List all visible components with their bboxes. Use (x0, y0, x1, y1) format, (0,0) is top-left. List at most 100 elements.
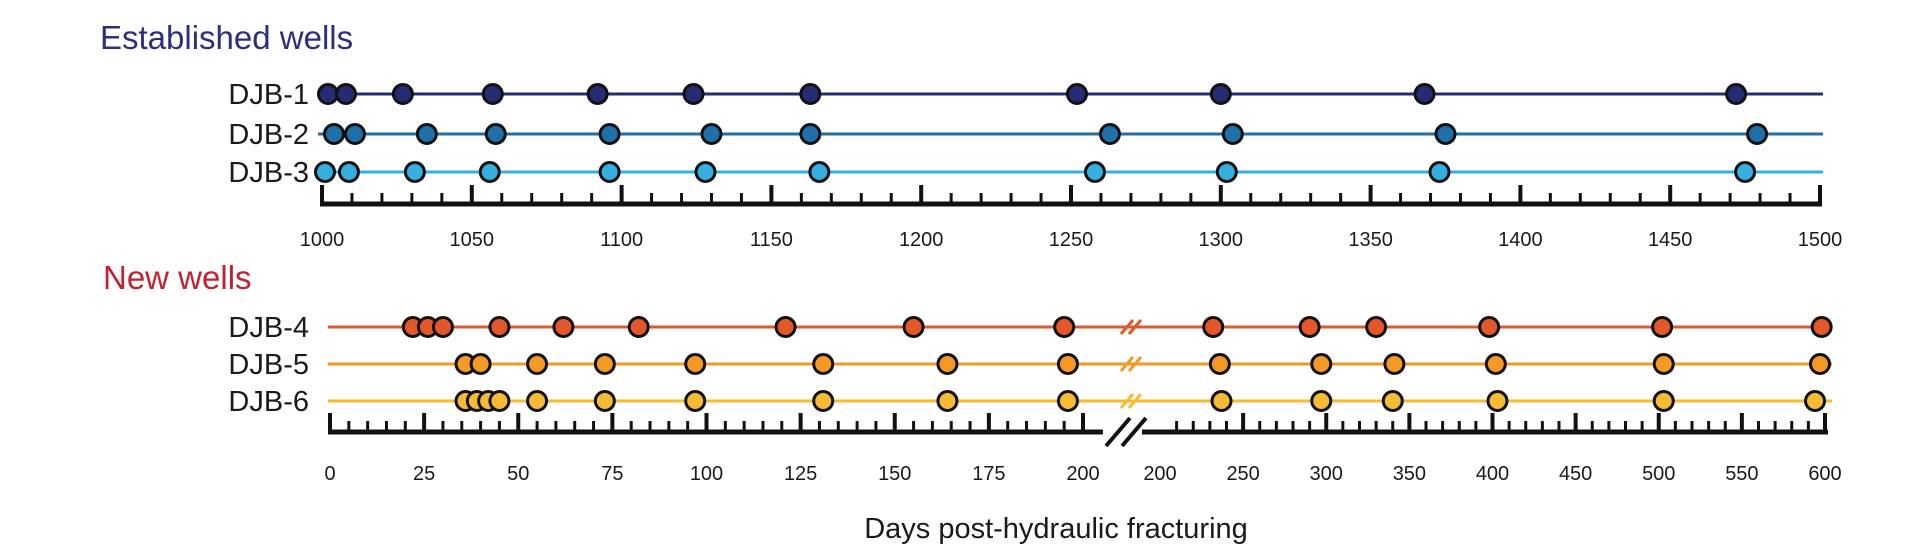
established-tick-label: 1000 (300, 229, 345, 251)
djb-4-sample-point (1478, 316, 1501, 338)
djb-5-sample-point (684, 353, 707, 375)
djb-6-sample-point (936, 390, 959, 412)
djb-6-sample-point (1486, 390, 1509, 412)
established-tick-label: 1450 (1648, 229, 1693, 251)
djb-6-row-label: DJB-6 (228, 386, 309, 418)
new-wells-title: New wells (103, 259, 252, 296)
djb-4-sample-point (1365, 316, 1388, 338)
new-wells-tick-label: 25 (413, 463, 435, 485)
djb-1-sample-point (1065, 83, 1088, 105)
djb-6-sample-point (1804, 390, 1827, 412)
djb-4-sample-point (774, 316, 797, 338)
djb-3-sample-point (337, 161, 360, 183)
established-tick-label: 1150 (750, 229, 793, 251)
djb-2-sample-point (1434, 123, 1457, 145)
djb-1-row-label: DJB-1 (228, 79, 309, 111)
established-tick-label: 1300 (1199, 229, 1244, 251)
djb-6-sample-point (526, 390, 549, 412)
djb-6-sample-point (812, 390, 835, 412)
djb-5-sample-point (812, 353, 835, 375)
established-tick-label: 1100 (600, 229, 643, 251)
djb-5-sample-point (1056, 353, 1079, 375)
new-wells-tick-label: 550 (1725, 463, 1758, 485)
new-wells-tick-label: 450 (1559, 463, 1592, 485)
djb-6-sample-point (1310, 390, 1333, 412)
new-wells-tick-label: 125 (784, 463, 817, 485)
djb-4-break-mark (1119, 319, 1135, 335)
djb-2-sample-point (1221, 123, 1244, 145)
new-wells-tick-label: 250 (1226, 463, 1259, 485)
established-wells-title: Established wells (100, 19, 353, 56)
established-wells-x-axis: 1000 1050 1100 1150 1200 1250 1300 1350 1400 1450… (300, 185, 1843, 251)
djb-4-sample-point (431, 316, 454, 338)
djb-4-break-mark (1127, 319, 1143, 335)
new-wells-rows: DJB-4 DJB-5 DJB-6 (228, 312, 1833, 418)
djb-4-sample-point (488, 316, 511, 338)
established-tick-label: 1200 (899, 229, 944, 251)
djb-5-sample-point (1652, 353, 1675, 375)
djb-5-sample-point (469, 353, 492, 375)
djb-5-row-label: DJB-5 (228, 349, 309, 381)
djb-2-sample-point (799, 123, 822, 145)
djb-3-sample-point (313, 161, 336, 183)
djb-5-sample-point (936, 353, 959, 375)
djb-1-sample-point (481, 83, 504, 105)
djb-4-sample-point (627, 316, 650, 338)
new-wells-tick-label: 50 (507, 463, 529, 485)
djb-3-sample-point (694, 161, 717, 183)
djb-3-sample-point (808, 161, 831, 183)
established-tick-label: 1400 (1498, 229, 1543, 251)
djb-5-break-mark (1119, 356, 1135, 372)
djb-4-row-label: DJB-4 (228, 312, 309, 344)
djb-1-sample-point (334, 83, 357, 105)
djb-4-sample-point (1651, 316, 1674, 338)
new-wells-tick-label: 500 (1642, 463, 1675, 485)
established-wells-rows: DJB-1 DJB-2 DJB-3 (228, 79, 1823, 189)
djb-2-sample-point (1746, 123, 1769, 145)
new-wells-tick-label: 175 (972, 463, 1005, 485)
new-wells-tick-label: 75 (601, 463, 623, 485)
new-wells-tick-label: 200 (1143, 463, 1176, 485)
djb-4-sample-point (1053, 316, 1076, 338)
djb-1-sample-point (316, 83, 339, 105)
djb-2-sample-point (484, 123, 507, 145)
djb-3-row-label: DJB-3 (228, 157, 309, 189)
djb-1-sample-point (1413, 83, 1436, 105)
djb-1-sample-point (1209, 83, 1232, 105)
djb-6-sample-point (593, 390, 616, 412)
established-tick-label: 1250 (1049, 229, 1094, 251)
new-wells-tick-label: 300 (1310, 463, 1343, 485)
axis-break-mark (1104, 416, 1132, 448)
djb-5-sample-point (1310, 353, 1333, 375)
djb-3-sample-point (1428, 161, 1451, 183)
djb-6-sample-point (1652, 390, 1675, 412)
djb-5-sample-point (1383, 353, 1406, 375)
djb-2-sample-point (415, 123, 438, 145)
new-wells-x-axis: 0 25 50 75 100 125 150 175 200 200 250 300 350 400 450… (324, 413, 1842, 485)
djb-5-sample-point (1809, 353, 1832, 375)
djb-3-sample-point (403, 161, 426, 183)
djb-6-sample-point (684, 390, 707, 412)
djb-3-sample-point (1083, 161, 1106, 183)
djb-4-sample-point (1298, 316, 1321, 338)
djb-3-sample-point (1734, 161, 1757, 183)
axis-break-mark (1120, 416, 1148, 448)
djb-1-sample-point (586, 83, 609, 105)
djb-5-sample-point (1484, 353, 1507, 375)
new-wells-tick-label: 600 (1808, 463, 1841, 485)
djb-5-sample-point (1208, 353, 1231, 375)
djb-5-sample-point (526, 353, 549, 375)
djb-4-sample-point (1202, 316, 1225, 338)
djb-2-sample-point (700, 123, 723, 145)
djb-5-break-mark (1127, 356, 1143, 372)
established-tick-label: 1500 (1798, 229, 1843, 251)
x-axis-title: Days post-hydraulic fracturing (864, 513, 1248, 545)
djb-2-sample-point (322, 123, 345, 145)
djb-1-sample-point (799, 83, 822, 105)
djb-4-sample-point (1810, 316, 1833, 338)
djb-1-sample-point (682, 83, 705, 105)
djb-6-sample-point (1210, 390, 1233, 412)
established-tick-label: 1050 (450, 229, 495, 251)
established-tick-label: 1350 (1348, 229, 1393, 251)
